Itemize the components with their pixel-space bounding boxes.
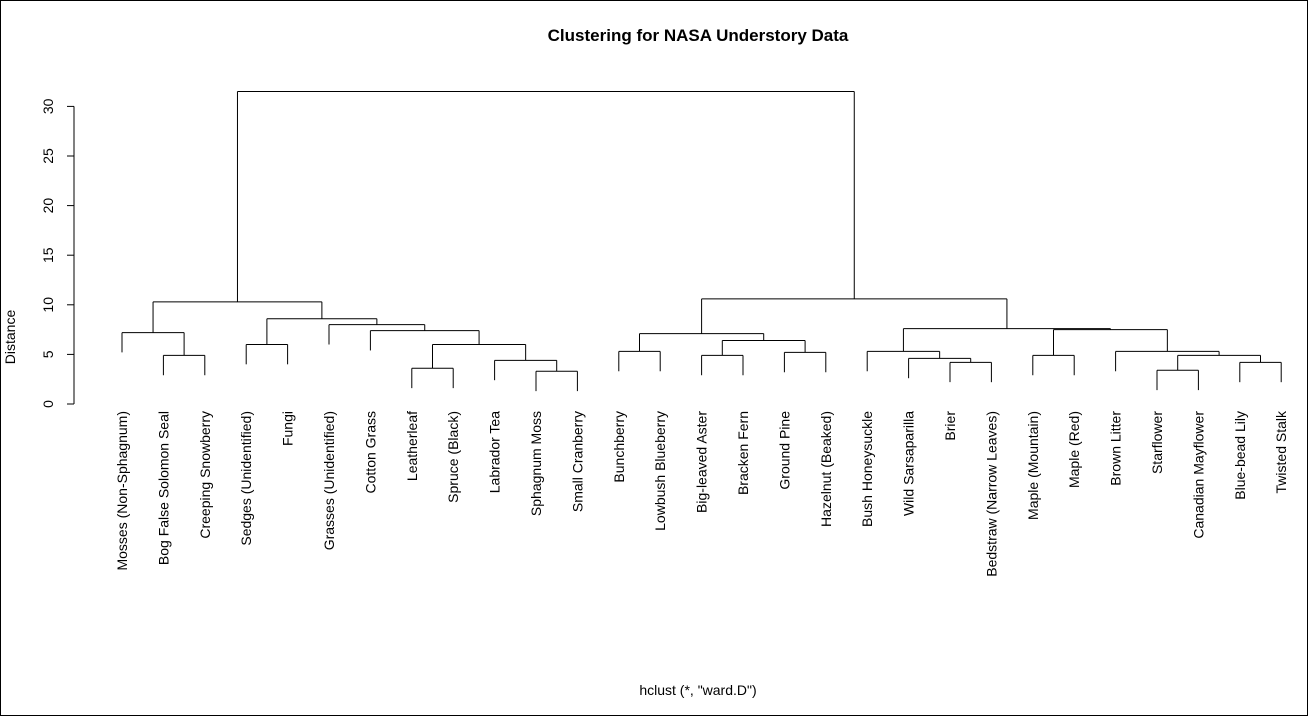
y-axis: 0 5 10 15 20 25 30 — [40, 98, 75, 408]
merge-link — [328, 324, 426, 345]
y-tick-label: 5 — [40, 350, 56, 358]
merge-link — [721, 340, 806, 356]
leaf-label: Creeping Snowberry — [197, 411, 213, 539]
leaf-label: Bog False Solomon Seal — [155, 411, 171, 565]
merge-link — [266, 318, 378, 345]
leaf-label: Maple (Red) — [1066, 411, 1082, 488]
merge-link — [618, 350, 661, 372]
leaf-label: Fungi — [280, 411, 296, 446]
leaf-label: Maple (Mountain) — [1025, 411, 1041, 520]
leaf-label: Labrador Tea — [487, 411, 503, 493]
y-tick-label: 30 — [40, 98, 56, 114]
merge-link — [902, 328, 1111, 352]
leaf-label: Bunchberry — [611, 411, 627, 483]
leaf-label: Starflower — [1149, 411, 1165, 474]
leaf-label: Cotton Grass — [362, 411, 378, 493]
merge-link — [162, 354, 206, 376]
y-tick-label: 10 — [40, 297, 56, 313]
merge-link — [866, 350, 941, 372]
leaf-label: Sphagnum Moss — [528, 411, 544, 516]
leaf-label: Ground Pine — [776, 411, 792, 490]
y-tick-label: 25 — [40, 148, 56, 164]
merge-link — [236, 91, 855, 302]
y-tick-label: 0 — [40, 400, 56, 408]
leaf-label: Big-leaved Aster — [694, 411, 710, 513]
merge-link — [369, 330, 480, 351]
leaf-label: Canadian Mayflower — [1190, 411, 1206, 539]
leaf-labels: Mosses (Non-Sphagnum) Bog False Solomon S… — [114, 410, 1289, 577]
merge-link — [152, 301, 323, 333]
chart-title: Clustering for NASA Understory Data — [548, 26, 849, 45]
leaf-label: Bush Honeysuckle — [859, 411, 875, 527]
y-tick-label: 20 — [40, 198, 56, 214]
x-axis-label: hclust (*, "ward.D") — [639, 682, 756, 698]
leaf-label: Spruce (Black) — [445, 411, 461, 503]
merge-link — [639, 333, 765, 352]
y-axis-label: Distance — [2, 310, 18, 365]
leaf-label: Brown Litter — [1108, 411, 1124, 486]
leaf-label: Small Cranberry — [569, 411, 585, 512]
leaf-label: Twisted Stalk — [1273, 410, 1289, 493]
leaf-label: Mosses (Non-Sphagnum) — [114, 411, 130, 571]
dendrogram-links — [121, 91, 1282, 392]
leaf-label: Bedstraw (Narrow Leaves) — [983, 411, 999, 577]
leaf-label: Leatherleaf — [404, 411, 420, 481]
leaf-label: Wild Sarsaparilla — [901, 411, 917, 516]
leaf-label: Lowbush Blueberry — [652, 411, 668, 531]
merge-link — [908, 357, 972, 379]
merge-link — [245, 343, 289, 365]
leaf-label: Sedges (Unidentified) — [238, 411, 254, 546]
merge-link — [1156, 369, 1199, 391]
merge-link — [411, 367, 454, 389]
merge-link — [121, 332, 185, 356]
merge-link — [535, 370, 578, 392]
merge-link — [1239, 361, 1282, 383]
merge-link — [432, 343, 527, 369]
leaf-label: Brier — [942, 411, 958, 441]
leaf-label: Grasses (Unidentified) — [321, 411, 337, 550]
merge-link — [1032, 354, 1075, 376]
merge-link — [494, 359, 558, 381]
leaf-label: Bracken Fern — [735, 411, 751, 495]
merge-link — [783, 351, 827, 373]
y-tick-label: 15 — [40, 247, 56, 263]
merge-link — [949, 361, 992, 383]
leaf-label: Hazelnut (Beaked) — [818, 411, 834, 527]
leaf-label: Blue-bead Lily — [1232, 411, 1248, 500]
merge-link — [1115, 350, 1220, 372]
merge-link — [701, 354, 744, 376]
